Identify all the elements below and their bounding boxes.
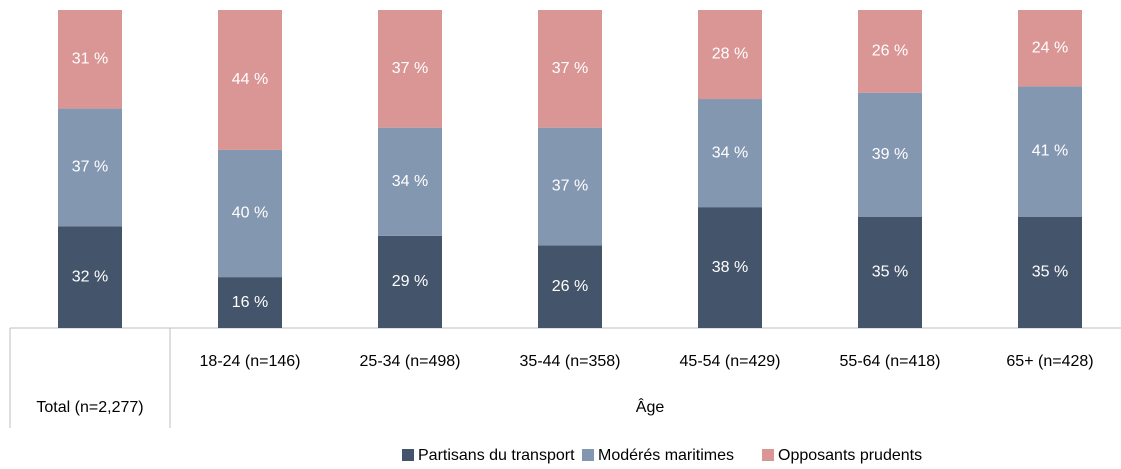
x-tick-label: 25-34 (n=498) bbox=[360, 353, 461, 370]
data-label: 35 % bbox=[872, 264, 908, 281]
data-label: 26 % bbox=[872, 43, 908, 60]
bar-segment bbox=[218, 10, 282, 150]
bar-segment bbox=[378, 127, 442, 236]
bar-segment bbox=[1018, 216, 1082, 328]
data-label: 24 % bbox=[1032, 39, 1068, 56]
x-tick-label: 45-54 (n=429) bbox=[680, 353, 781, 370]
bar-segment bbox=[378, 235, 442, 328]
bar-segment bbox=[538, 245, 602, 328]
data-label: 16 % bbox=[232, 294, 268, 311]
bar-segment bbox=[538, 127, 602, 246]
data-label: 26 % bbox=[552, 278, 588, 295]
x-tick-label: Total (n=2,277) bbox=[36, 399, 143, 416]
data-label: 32 % bbox=[72, 268, 108, 285]
bar-segment bbox=[858, 92, 922, 217]
bar-segment bbox=[1018, 10, 1082, 87]
data-label: 44 % bbox=[232, 71, 268, 88]
data-label: 39 % bbox=[872, 146, 908, 163]
x-tick-label: 65+ (n=428) bbox=[1006, 353, 1093, 370]
bar-segment bbox=[58, 10, 122, 109]
data-label: 29 % bbox=[392, 273, 428, 290]
bar-segment bbox=[698, 207, 762, 328]
x-tick-label: 55-64 (n=418) bbox=[840, 353, 941, 370]
data-label: 38 % bbox=[712, 259, 748, 276]
bar-segment bbox=[58, 226, 122, 328]
bar-segment bbox=[698, 10, 762, 100]
bar-segment bbox=[218, 277, 282, 328]
bar-segment bbox=[538, 10, 602, 128]
bar-segment bbox=[58, 108, 122, 227]
data-label: 31 % bbox=[72, 51, 108, 68]
data-label: 37 % bbox=[552, 178, 588, 195]
bar-segment bbox=[218, 149, 282, 278]
data-label: 40 % bbox=[232, 205, 268, 222]
x-tick-label: 35-44 (n=358) bbox=[520, 353, 621, 370]
data-label: 41 % bbox=[1032, 143, 1068, 160]
data-label: 34 % bbox=[712, 144, 748, 161]
bar-segment bbox=[858, 216, 922, 328]
group-label: Âge bbox=[636, 397, 665, 416]
legend-label: Opposants prudents bbox=[778, 447, 922, 464]
data-label: 28 % bbox=[712, 46, 748, 63]
data-label: 37 % bbox=[552, 60, 588, 77]
data-label: 37 % bbox=[392, 60, 428, 77]
bar-segment bbox=[378, 10, 442, 128]
data-label: 37 % bbox=[72, 159, 108, 176]
legend-label: Partisans du transport bbox=[418, 447, 575, 464]
x-tick-label: 18-24 (n=146) bbox=[200, 353, 301, 370]
data-label: 35 % bbox=[1032, 264, 1068, 281]
legend-swatch bbox=[762, 449, 774, 461]
bar-segment bbox=[698, 99, 762, 208]
legend-label: Modérés maritimes bbox=[598, 447, 734, 464]
legend-swatch bbox=[402, 449, 414, 461]
legend-swatch bbox=[582, 449, 594, 461]
bar-segment bbox=[858, 10, 922, 93]
data-label: 34 % bbox=[392, 173, 428, 190]
bar-segment bbox=[1018, 86, 1082, 217]
